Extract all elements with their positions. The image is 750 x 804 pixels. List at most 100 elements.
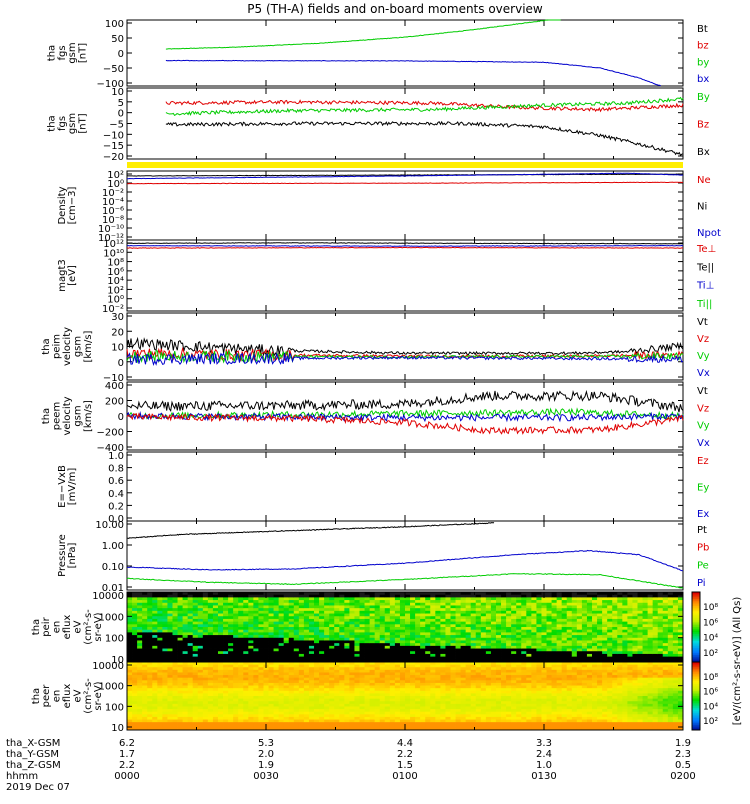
y-tick-label: 100: [105, 634, 124, 645]
x-axis-tick-label: 1.9: [258, 760, 274, 771]
y-tick-label: 10: [111, 343, 124, 354]
x-axis-row-label: 2019 Dec 07: [6, 782, 70, 793]
colorbar-tick: 10⁸: [703, 673, 718, 683]
legend-entry: Vx: [697, 438, 710, 449]
y-tick-label: −15: [103, 141, 124, 152]
y-tick-label: 0: [118, 412, 124, 423]
y-axis-label: Pressure: [57, 534, 68, 577]
y-axis-label: fgs: [57, 116, 68, 131]
x-axis-tick-label: 0130: [531, 771, 556, 782]
legend-entry: Ni: [697, 202, 707, 213]
legend-entry: Pt: [697, 525, 707, 536]
legend-entry: Ey: [697, 483, 709, 494]
legend-entry: Npot: [697, 228, 721, 239]
y-tick-label: −20: [103, 152, 124, 163]
legend-entry: Bz: [697, 120, 709, 131]
y-tick-label: 0.4: [108, 489, 124, 500]
legend-entry: by: [697, 57, 709, 68]
x-axis-row-label: tha_Y-GSM: [6, 749, 59, 760]
legend-entry: Ti||: [696, 299, 712, 310]
x-axis-tick-label: 0030: [253, 771, 278, 782]
y-tick-label: −10: [103, 130, 124, 141]
x-axis-tick-label: 2.2: [119, 760, 135, 771]
colorbar-tick: 10²: [703, 649, 718, 659]
x-axis-tick-label: 0.5: [675, 760, 691, 771]
colorbar-tick: 10⁶: [703, 618, 718, 628]
y-tick-label: 10: [111, 723, 124, 734]
legend-entry: Vy: [697, 351, 710, 362]
colorbar-label: [eV/(cm²-s-sr-eV)] (All Qs): [732, 597, 743, 726]
x-axis-row-label: tha_X-GSM: [6, 738, 60, 749]
y-axis-label: peer: [41, 684, 52, 708]
y-axis-label: peir: [41, 616, 52, 636]
legend-entry: Pe: [697, 560, 709, 571]
legend-entry: Bx: [697, 147, 710, 158]
legend-entry: Ez: [697, 456, 709, 467]
y-axis-label: peim: [52, 334, 63, 359]
y-axis-label: [cm−3]: [67, 187, 78, 225]
y-axis-label: E=−VxB: [57, 465, 68, 508]
x-axis-tick-label: 2.3: [675, 749, 691, 760]
y-tick-label: 10.00: [95, 520, 124, 531]
y-axis-label: Density: [57, 186, 68, 224]
y-axis-label: eflux: [62, 615, 73, 640]
legend-entry: Vz: [697, 403, 709, 414]
y-tick-label: 1.0: [108, 451, 124, 462]
y-axis-label: magt3: [57, 259, 68, 292]
y-axis-label: tha: [46, 45, 57, 61]
x-axis-tick-label: 4.4: [397, 738, 413, 749]
y-tick-label: 0.2: [108, 501, 124, 512]
y-tick-label: 50: [111, 34, 124, 45]
y-axis-label: gsm: [67, 113, 78, 134]
y-axis-label: [km/s]: [83, 330, 94, 362]
x-axis-tick-label: 1.0: [536, 760, 552, 771]
x-axis-tick-label: 2.4: [536, 749, 552, 760]
y-tick-label: 200: [105, 397, 124, 408]
y-axis-label: [nPa]: [67, 542, 78, 568]
y-axis-label: velocity: [62, 396, 73, 435]
legend-entry: Ex: [697, 509, 709, 520]
y-axis-label: sr-eV): [93, 681, 104, 710]
y-axis-label: en: [52, 621, 63, 634]
legend-entry: Bt: [697, 24, 708, 35]
legend-entry: bx: [697, 74, 709, 85]
x-axis-tick-label: 0000: [114, 771, 139, 782]
y-axis-label: [km/s]: [83, 400, 94, 432]
y-tick-label: 100: [105, 702, 124, 713]
colorbar-tick: 10⁶: [703, 688, 718, 698]
x-axis-tick-label: 3.3: [536, 738, 552, 749]
y-axis-label: eflux: [62, 684, 73, 709]
legend-entry: Vy: [697, 421, 710, 432]
y-axis-label: tha: [41, 408, 52, 424]
y-tick-label: 10: [111, 87, 124, 98]
legend-entry: Ne: [697, 175, 711, 186]
legend-entry: Ti⊥: [696, 281, 714, 292]
y-tick-label: 0: [118, 358, 124, 369]
y-axis-label: [eV]: [67, 265, 78, 286]
x-axis-tick-label: 0200: [670, 771, 695, 782]
heatmap-cells: [127, 592, 683, 662]
y-tick-label: 0.6: [108, 476, 124, 487]
x-axis-tick-label: 2.0: [258, 749, 274, 760]
legend-entry: Vz: [697, 334, 709, 345]
series-line: [127, 246, 683, 247]
legend-entry: bz: [697, 41, 709, 52]
x-axis-tick-label: 1.5: [397, 760, 413, 771]
y-axis-label: (cm²-s-: [83, 609, 94, 645]
y-tick-label: 0.10: [102, 562, 124, 573]
y-tick-label: 0: [118, 49, 124, 60]
y-axis-label: velocity: [62, 327, 73, 366]
y-axis-label: [nT]: [78, 43, 89, 63]
legend-entry: Vt: [697, 317, 708, 328]
y-axis-label: [nT]: [78, 113, 89, 133]
y-axis-label: peem: [52, 402, 63, 430]
y-axis-label: eV: [72, 620, 83, 633]
heatmap-cells: [127, 662, 683, 730]
y-tick-label: 0: [118, 109, 124, 120]
y-axis-label: tha: [41, 338, 52, 354]
